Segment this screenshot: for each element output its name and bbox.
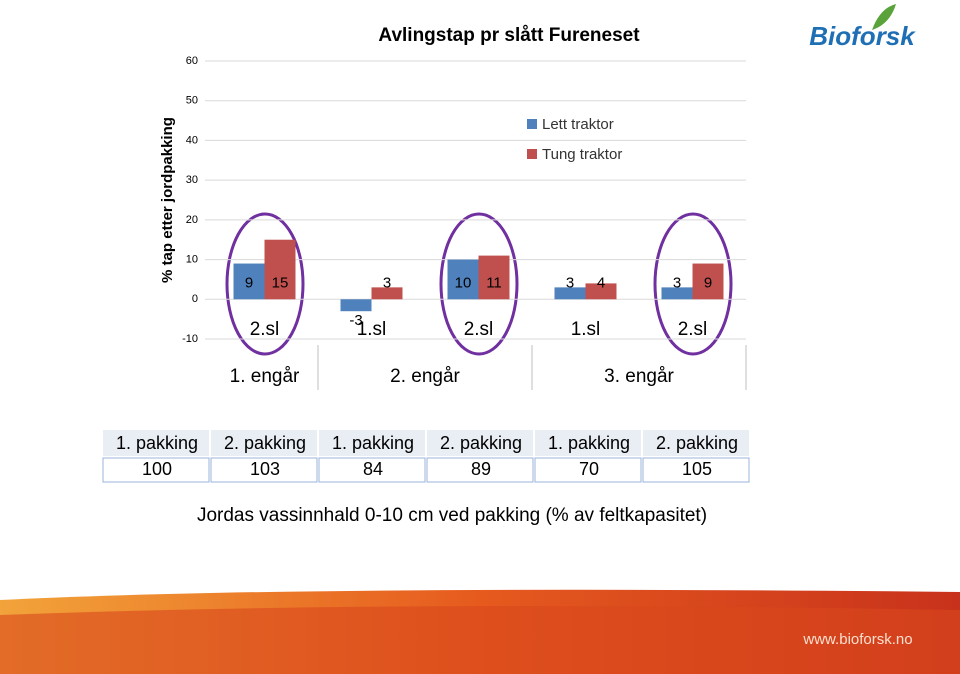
y-tick-label: 30 (186, 174, 198, 186)
bar (340, 299, 372, 312)
data-label: 15 (272, 274, 289, 291)
table-cell (642, 457, 750, 483)
x-tick-label: 2.sl (250, 319, 280, 340)
legend-label: Tung traktor (542, 146, 622, 163)
y-tick-label: -10 (182, 333, 198, 345)
table-value: 100 (142, 459, 172, 479)
bar (447, 259, 479, 300)
legend-swatch (527, 149, 537, 159)
table-header-cell (319, 430, 425, 456)
y-tick-label: 40 (186, 134, 198, 146)
table-header: 2. pakking (440, 433, 522, 453)
logo-leaf (872, 4, 896, 30)
bar (478, 255, 510, 300)
legend-label: Lett traktor (542, 116, 614, 133)
x-tick-label: 2.sl (464, 319, 494, 340)
table-value: 103 (250, 459, 280, 479)
url: www.bioforsk.no (802, 631, 912, 648)
y-tick-label: 10 (186, 253, 198, 265)
bar (264, 239, 296, 300)
table-header-cell (643, 430, 749, 456)
logo: Bioforsk (809, 21, 916, 51)
chart-title: Avlingstap pr slått Fureneset (378, 25, 640, 46)
group-label: 1. engår (230, 366, 300, 387)
data-label: 9 (704, 274, 712, 291)
y-axis-label: % tap etter jordpakking (159, 117, 176, 283)
table-cell (210, 457, 318, 483)
table-header-cell (427, 430, 533, 456)
table-header: 2. pakking (656, 433, 738, 453)
data-label: 10 (455, 274, 472, 291)
bar (585, 283, 617, 300)
highlight-ellipse (653, 212, 733, 356)
group-label: 2. engår (390, 366, 460, 387)
table-header: 1. pakking (116, 433, 198, 453)
bar (554, 287, 586, 300)
table-header: 2. pakking (224, 433, 306, 453)
data-label: 4 (597, 274, 605, 291)
y-tick-label: 0 (192, 293, 198, 305)
data-label: -3 (349, 312, 362, 329)
y-tick-label: 60 (186, 55, 198, 67)
y-tick-label: 50 (186, 95, 198, 107)
table-value: 84 (363, 459, 383, 479)
table-cell (102, 457, 210, 483)
table-header: 1. pakking (332, 433, 414, 453)
bar (233, 263, 265, 300)
highlight-ellipse (439, 212, 519, 356)
data-label: 3 (566, 274, 574, 291)
table-header-cell (535, 430, 641, 456)
table-header: 1. pakking (548, 433, 630, 453)
table-value: 89 (471, 459, 491, 479)
bar (661, 287, 693, 300)
group-label: 3. engår (604, 366, 674, 387)
footer-band-shade (0, 606, 960, 674)
x-tick-label: 1.sl (571, 319, 601, 340)
table-header-cell (103, 430, 209, 456)
bar (692, 263, 724, 300)
y-tick-label: 20 (186, 214, 198, 226)
table-cell (534, 457, 642, 483)
x-tick-label: 2.sl (678, 319, 708, 340)
table-cell (318, 457, 426, 483)
table-value: 105 (682, 459, 712, 479)
table-header-cell (211, 430, 317, 456)
table-cell (426, 457, 534, 483)
data-label: 9 (245, 274, 253, 291)
legend-swatch (527, 119, 537, 129)
table-caption: Jordas vassinnhald 0-10 cm ved pakking (… (197, 505, 707, 526)
x-tick-label: 1.sl (357, 319, 387, 340)
bar (371, 287, 403, 300)
data-label: 3 (673, 274, 681, 291)
data-label: 11 (486, 274, 502, 291)
data-label: 3 (383, 274, 391, 291)
table-value: 70 (579, 459, 599, 479)
highlight-ellipse (225, 212, 305, 356)
